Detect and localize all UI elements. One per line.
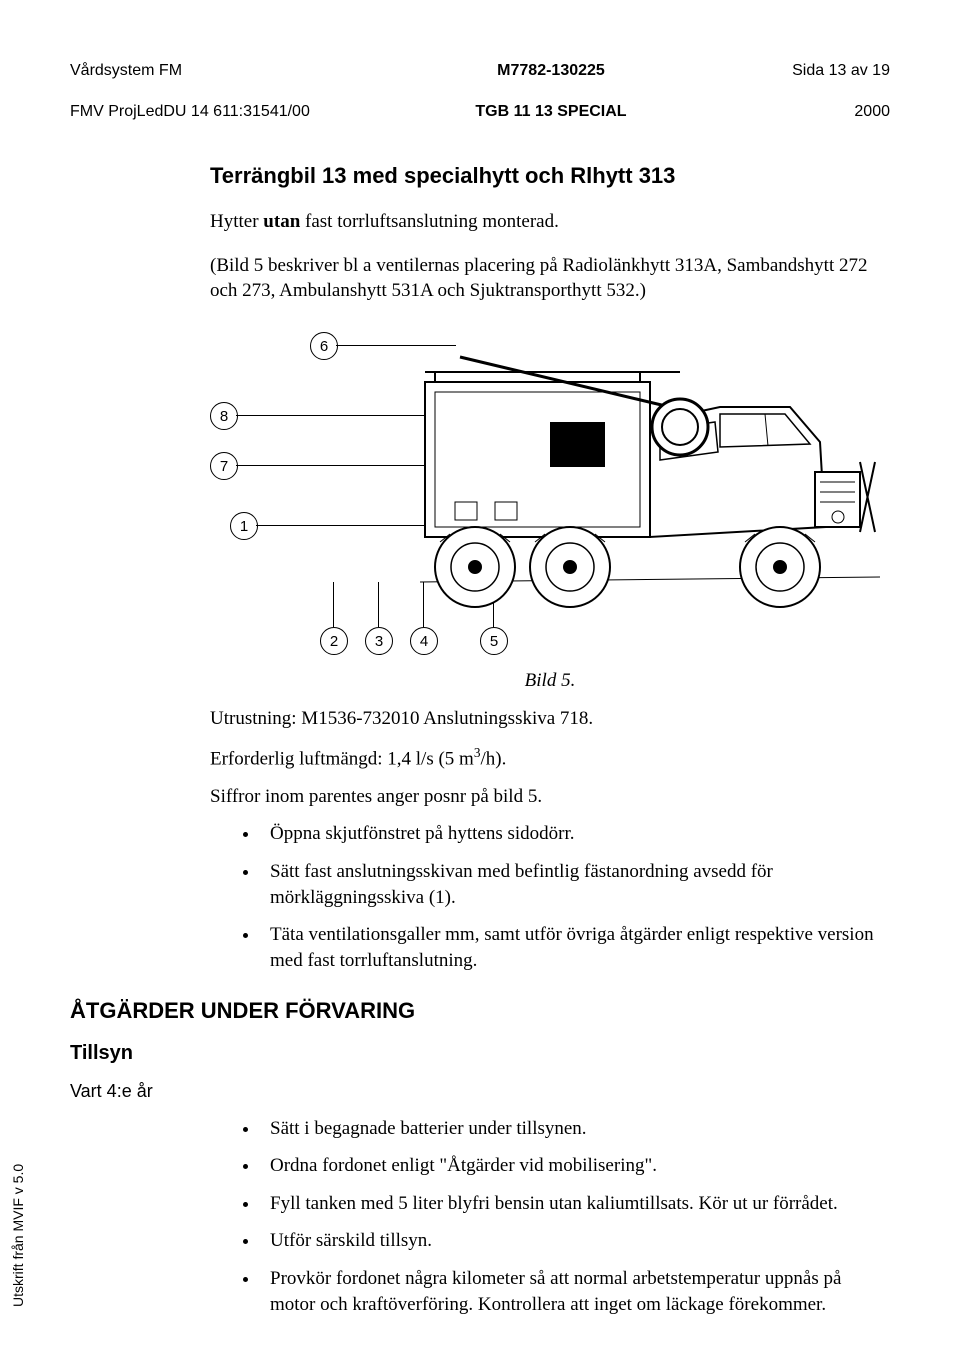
- content: Terrängbil 13 med specialhytt och Rlhytt…: [210, 163, 890, 1317]
- list-item: Utför särskild tillsyn.: [260, 1228, 890, 1254]
- page: Vårdsystem FM FMV ProjLedDU 14 611:31541…: [0, 0, 960, 1357]
- subheading-interval: Vart 4:e år: [70, 1081, 890, 1102]
- intro-line-1: Hytter utan fast torrluftsanslutning mon…: [210, 209, 890, 235]
- callout-1: 1: [230, 512, 258, 540]
- para-posnr: Siffror inom parentes anger posnr på bil…: [210, 784, 890, 810]
- callout-7: 7: [210, 452, 238, 480]
- leader-3: [378, 582, 379, 627]
- header-right-line1: Sida 13 av 19: [792, 62, 890, 79]
- para-airflow: Erforderlig luftmängd: 1,4 l/s (5 m3/h).: [210, 744, 890, 772]
- figure-caption: Bild 5.: [210, 670, 890, 692]
- list-item: Täta ventilationsgaller mm, samt utför ö…: [260, 922, 890, 973]
- leader-8: [236, 415, 436, 416]
- bullet-list-2: Sätt i begagnade batterier under tillsyn…: [210, 1116, 890, 1318]
- bullet-list-1: Öppna skjutfönstret på hyttens sidodörr.…: [210, 821, 890, 973]
- header-left-line1: Vårdsystem FM: [70, 62, 182, 79]
- callout-8: 8: [210, 402, 238, 430]
- list-item: Ordna fordonet enligt "Åtgärder vid mobi…: [260, 1153, 890, 1179]
- section-title: Terrängbil 13 med specialhytt och Rlhytt…: [210, 163, 890, 189]
- heading-tillsyn: Tillsyn: [70, 1042, 890, 1065]
- page-header: Vårdsystem FM FMV ProjLedDU 14 611:31541…: [70, 40, 890, 123]
- intro-line-2: (Bild 5 beskriver bl a ventilernas place…: [210, 253, 890, 304]
- list-item: Öppna skjutfönstret på hyttens sidodörr.: [260, 821, 890, 847]
- callout-2: 2: [320, 627, 348, 655]
- callout-6: 6: [310, 332, 338, 360]
- list-item: Sätt i begagnade batterier under tillsyn…: [260, 1116, 890, 1142]
- header-center-line2: TGB 11 13 SPECIAL: [475, 103, 626, 120]
- callout-3: 3: [365, 627, 393, 655]
- para-equipment: Utrustning: M1536-732010 Anslutningsskiv…: [210, 706, 890, 732]
- leader-2: [333, 582, 334, 627]
- header-right-line2: 2000: [854, 103, 890, 120]
- list-item: Provkör fordonet några kilometer så att …: [260, 1266, 890, 1317]
- leader-1: [256, 525, 436, 526]
- header-left-line2: FMV ProjLedDU 14 611:31541/00: [70, 103, 310, 120]
- header-left: Vårdsystem FM FMV ProjLedDU 14 611:31541…: [70, 40, 310, 123]
- leader-7: [236, 465, 436, 466]
- truck-illustration: [420, 352, 890, 632]
- header-center-line1: M7782-130225: [497, 62, 605, 79]
- header-right: Sida 13 av 19 2000: [792, 40, 890, 123]
- heading-storage: ÅTGÄRDER UNDER FÖRVARING: [70, 998, 890, 1024]
- header-center: M7782-130225 TGB 11 13 SPECIAL: [475, 40, 626, 123]
- figure: 6 8 7 1 2 3 4 5: [210, 322, 890, 662]
- list-item: Sätt fast anslutningsskivan med befintli…: [260, 859, 890, 910]
- list-item: Fyll tanken med 5 liter blyfri bensin ut…: [260, 1191, 890, 1217]
- side-print-note: Utskrift från MVIF v 5.0: [10, 1164, 26, 1307]
- leader-6: [336, 345, 456, 346]
